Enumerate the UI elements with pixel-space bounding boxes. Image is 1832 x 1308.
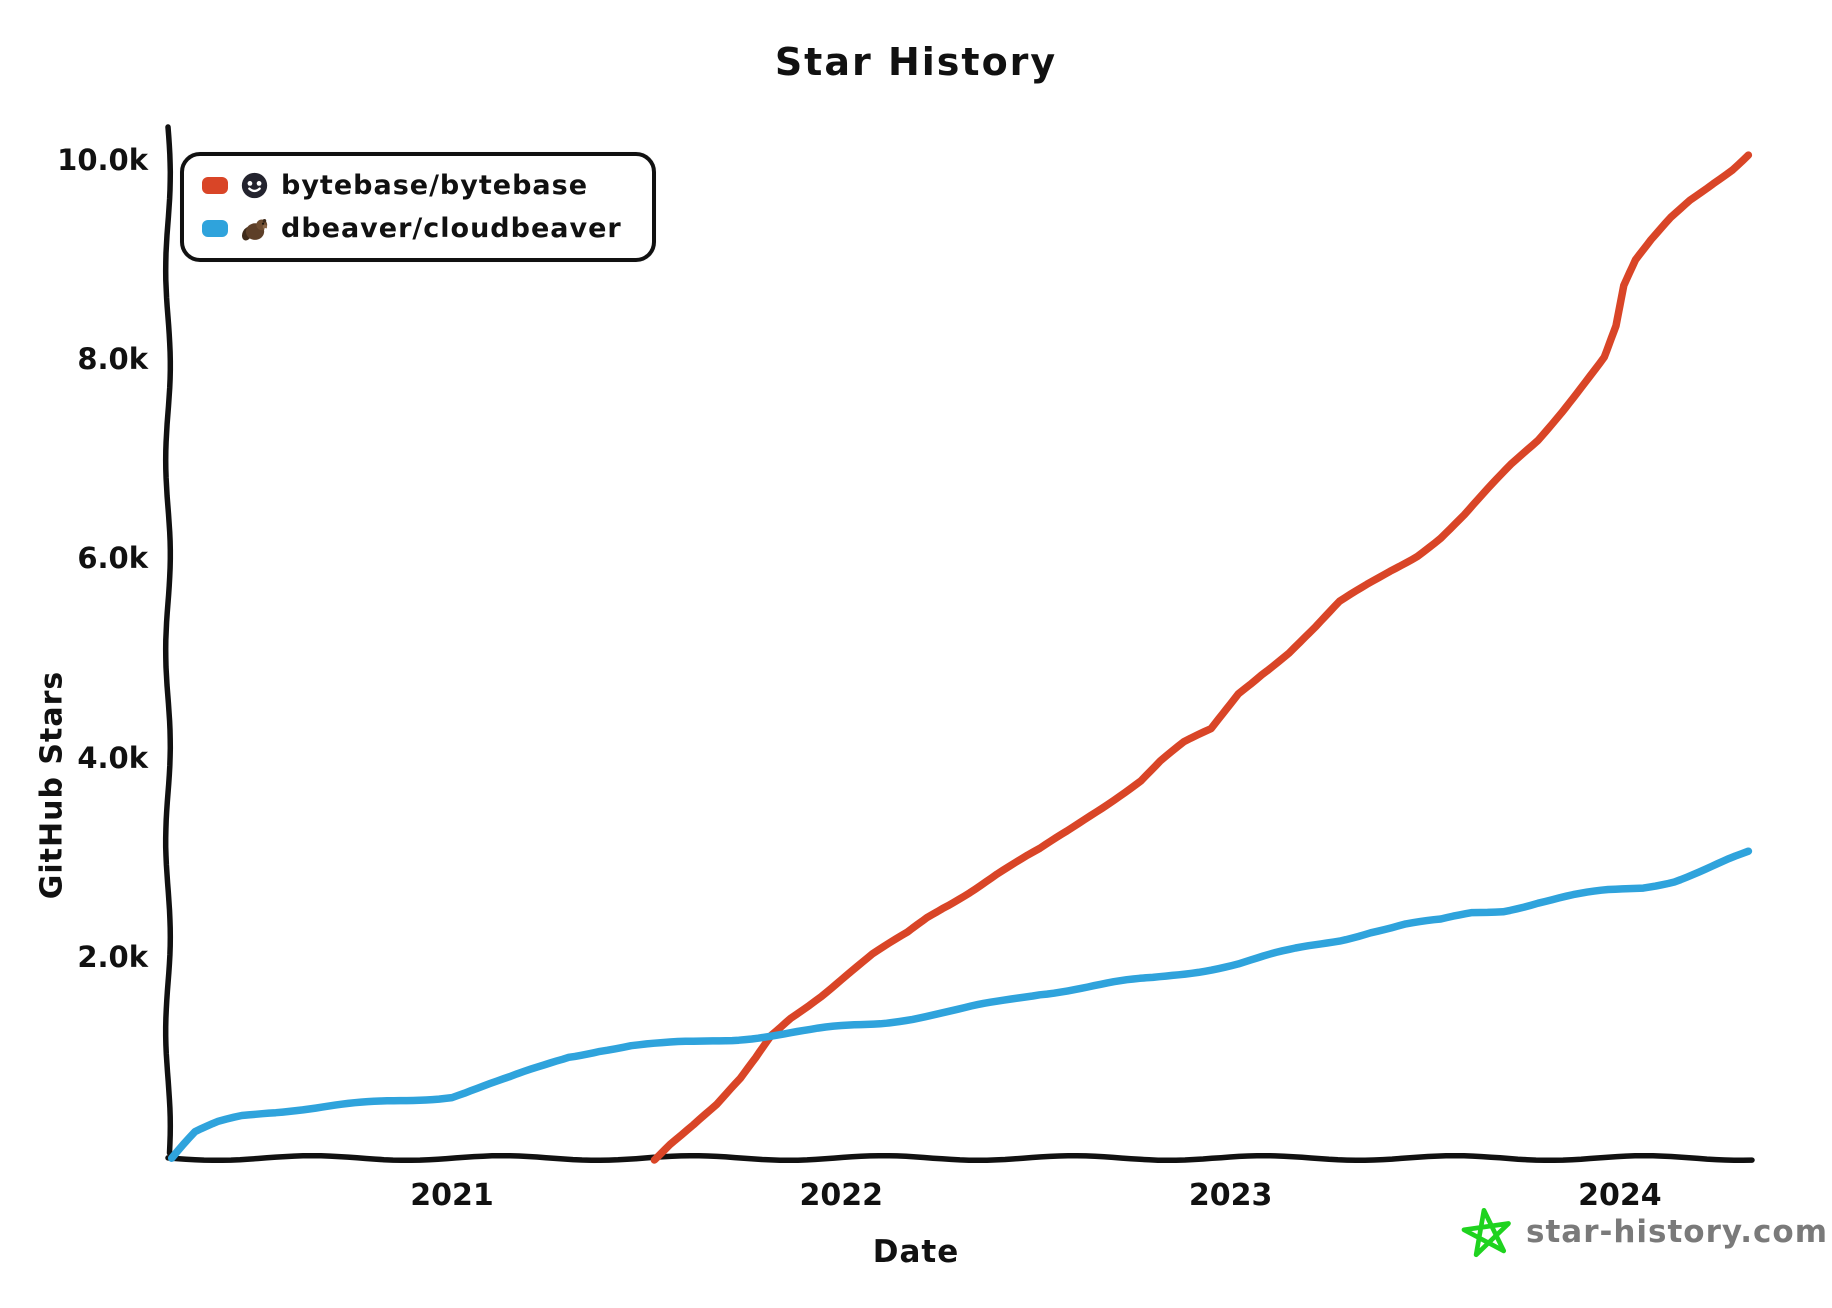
legend-item-bytebase: bytebase/bytebase: [202, 170, 622, 201]
legend-item-label: bytebase/bytebase: [281, 170, 589, 201]
legend-swatch-cloudbeaver: [202, 220, 228, 237]
series-line-bytebase-bytebase: [650, 151, 1753, 1164]
star-logo-icon: [1461, 1207, 1511, 1258]
legend-item-label: dbeaver/cloudbeaver: [281, 213, 622, 244]
chart-title: Star History: [774, 40, 1058, 84]
y-axis-line: [162, 124, 174, 1156]
x-axis-line: [165, 1152, 1755, 1164]
y-axis-title: GitHub Stars: [34, 670, 70, 900]
x-tick-label: 2024: [1578, 1178, 1662, 1213]
beaver-avatar-icon: [242, 219, 268, 241]
y-tick-label: 4.0k: [77, 740, 148, 775]
legend-swatch-bytebase: [202, 177, 228, 194]
x-axis-title: Date: [872, 1234, 960, 1270]
legend-box: bytebase/bytebase dbeaver/cloudbeaver: [180, 152, 656, 262]
series-line-dbeaver-cloudbeaver: [167, 847, 1753, 1162]
x-tick-label: 2021: [410, 1178, 494, 1213]
y-tick-label: 6.0k: [77, 541, 148, 576]
y-tick-label: 10.0k: [57, 143, 148, 177]
legend-item-cloudbeaver: dbeaver/cloudbeaver: [202, 213, 622, 244]
watermark: star-history.com: [1461, 1206, 1829, 1258]
y-tick-label: 2.0k: [77, 939, 148, 974]
bytebase-avatar-icon: [241, 172, 268, 199]
watermark-text: star-history.com: [1526, 1214, 1829, 1250]
y-tick-label: 8.0k: [77, 342, 148, 377]
x-tick-label: 2023: [1188, 1178, 1273, 1213]
x-tick-label: 2022: [799, 1178, 884, 1213]
